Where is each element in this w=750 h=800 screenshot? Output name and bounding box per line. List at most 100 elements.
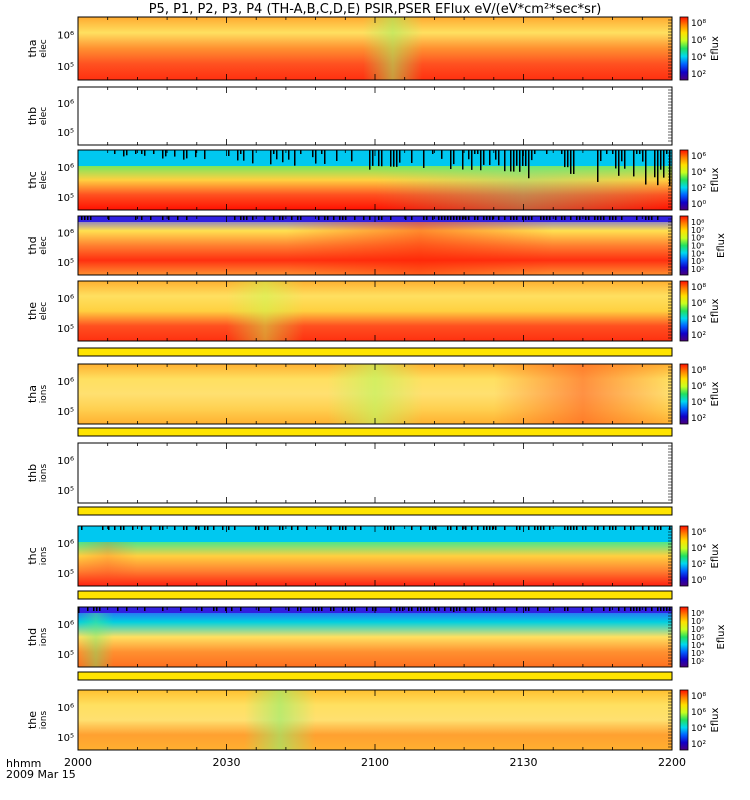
- data-gap: [603, 216, 605, 220]
- panel-ylabel: ions: [39, 384, 49, 403]
- data-gap: [186, 150, 188, 159]
- data-gap: [483, 216, 485, 220]
- data-gap: [480, 150, 482, 171]
- data-gap: [471, 607, 473, 611]
- data-gap: [513, 216, 515, 220]
- data-gap: [453, 607, 455, 612]
- data-gap: [120, 526, 122, 530]
- colorbar-tick-label: 10²: [691, 657, 704, 666]
- data-gap: [255, 526, 257, 530]
- colorbar-tick-label: 10⁷: [691, 617, 704, 626]
- data-gap: [516, 526, 518, 530]
- data-gap: [534, 526, 536, 530]
- data-gap: [603, 607, 605, 611]
- colorbar-tick-label: 10⁷: [691, 226, 704, 235]
- data-gap: [168, 216, 170, 220]
- spectrogram: [78, 607, 672, 667]
- data-gap: [471, 526, 473, 530]
- data-gap: [273, 150, 275, 154]
- data-gap: [234, 526, 236, 530]
- data-gap: [393, 526, 395, 530]
- data-gap: [474, 216, 476, 220]
- data-gap: [573, 150, 575, 174]
- colorbar-tick-label: 10²: [691, 740, 706, 750]
- data-gap: [273, 216, 275, 220]
- data-gap: [381, 216, 383, 220]
- panel-the-ions: the ions 10⁶ 10⁵ 10⁸ 10⁶ 10⁴ 10² Eflux: [26, 689, 721, 751]
- data-gap: [201, 607, 203, 611]
- data-gap: [618, 150, 620, 176]
- panel-ylabel: ions: [39, 710, 49, 729]
- data-gap: [615, 216, 617, 220]
- data-gap: [540, 526, 542, 530]
- data-gap: [327, 216, 329, 220]
- data-gap: [387, 526, 389, 530]
- data-gap: [393, 150, 395, 167]
- data-gap: [660, 526, 662, 530]
- data-gap: [141, 216, 143, 220]
- x-tick-label: 2130: [510, 756, 538, 769]
- data-gap: [396, 150, 398, 167]
- data-gap: [426, 216, 428, 220]
- colorbar-tick-label: 10²: [691, 265, 704, 274]
- spectral-feature: [363, 17, 423, 80]
- data-gap: [228, 526, 230, 530]
- data-gap: [204, 526, 206, 530]
- colorbar-tick-label: 10⁶: [691, 382, 706, 392]
- data-gap: [246, 216, 248, 220]
- data-gap: [645, 607, 647, 611]
- data-gap: [543, 216, 545, 220]
- data-gap: [435, 607, 437, 611]
- separator-strip: [77, 347, 673, 357]
- data-gap: [654, 526, 656, 530]
- data-gap: [624, 526, 626, 530]
- data-gap: [483, 526, 485, 530]
- ytick-label: 10⁶: [57, 456, 74, 467]
- data-gap: [279, 216, 281, 220]
- data-gap: [474, 150, 476, 154]
- data-gap: [117, 607, 119, 611]
- data-gap: [243, 150, 245, 161]
- data-gap: [432, 526, 434, 530]
- data-gap: [294, 150, 296, 166]
- data-gap: [288, 150, 290, 160]
- data-gap: [528, 526, 530, 530]
- colorbar-tick-label: 10⁵: [691, 242, 704, 251]
- data-gap: [633, 526, 635, 530]
- data-gap: [510, 216, 512, 220]
- chart-title: P5, P1, P2, P3, P4 (TH-A,B,C,D,E) PSIR,P…: [148, 2, 602, 17]
- data-gap: [333, 607, 335, 611]
- data-gap: [576, 526, 578, 530]
- data-gap: [588, 216, 590, 220]
- spectral-feature: [226, 281, 304, 341]
- data-gap: [465, 216, 467, 220]
- data-gap: [390, 526, 392, 530]
- ytick-label: 10⁵: [57, 407, 74, 418]
- data-gap: [639, 607, 641, 611]
- data-gap: [360, 526, 362, 530]
- data-gap: [546, 150, 548, 154]
- data-gap: [594, 216, 596, 220]
- data-gap: [660, 607, 662, 611]
- data-gap: [222, 526, 224, 530]
- panel-ylabel: elec: [39, 171, 49, 190]
- data-gap: [78, 607, 80, 613]
- data-gap: [435, 526, 437, 530]
- spectral-feature: [327, 364, 423, 424]
- data-gap: [87, 607, 89, 611]
- data-gap: [81, 526, 83, 530]
- data-gap: [570, 526, 572, 530]
- data-gap: [276, 150, 278, 160]
- data-gap: [519, 526, 521, 530]
- data-gap: [639, 150, 641, 154]
- data-gap: [306, 526, 308, 530]
- data-gap: [615, 150, 617, 169]
- data-gap: [564, 150, 566, 168]
- data-gap: [402, 607, 404, 611]
- data-gap: [243, 216, 245, 220]
- data-gap: [108, 216, 110, 220]
- data-gap: [342, 216, 344, 220]
- data-gap: [411, 526, 413, 530]
- panel-ylabel: elec: [39, 302, 49, 321]
- data-gap: [258, 607, 260, 611]
